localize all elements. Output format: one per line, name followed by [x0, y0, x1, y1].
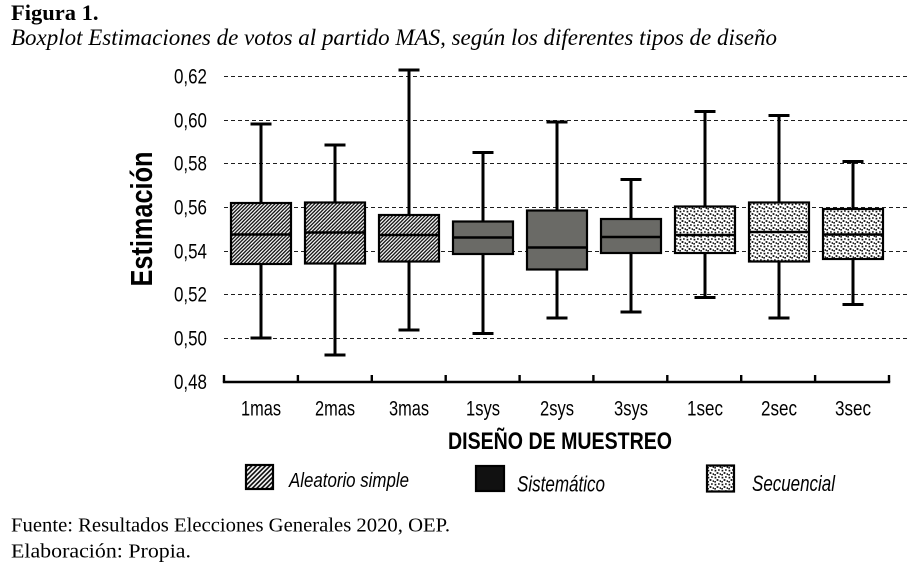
svg-text:0,50: 0,50	[174, 327, 207, 351]
svg-text:1sys: 1sys	[466, 397, 500, 421]
svg-text:Elaboración: Propia.: Elaboración: Propia.	[11, 541, 191, 563]
svg-text:Estimación: Estimación	[124, 152, 159, 287]
svg-text:0,62: 0,62	[174, 65, 207, 89]
svg-text:2sys: 2sys	[540, 397, 574, 421]
svg-text:Fuente: Resultados Elecciones: Fuente: Resultados Elecciones Generales …	[11, 515, 450, 537]
svg-text:2mas: 2mas	[315, 397, 355, 421]
svg-text:1sec: 1sec	[687, 397, 723, 421]
svg-text:Figura 1.: Figura 1.	[11, 0, 99, 25]
svg-text:0,60: 0,60	[174, 109, 207, 133]
svg-text:2sec: 2sec	[761, 397, 797, 421]
svg-text:3mas: 3mas	[389, 397, 429, 421]
svg-text:DISEÑO DE MUESTREO: DISEÑO DE MUESTREO	[448, 427, 672, 455]
svg-text:1mas: 1mas	[241, 397, 281, 421]
svg-text:0,54: 0,54	[174, 240, 207, 264]
svg-text:3sec: 3sec	[835, 397, 871, 421]
svg-text:3sys: 3sys	[614, 397, 648, 421]
svg-text:Secuencial: Secuencial	[752, 471, 836, 496]
svg-text:Sistemático: Sistemático	[517, 472, 605, 497]
svg-text:0,52: 0,52	[174, 283, 207, 307]
svg-text:0,58: 0,58	[174, 152, 207, 176]
svg-text:0,48: 0,48	[174, 370, 207, 394]
svg-text:Aleatorio simple: Aleatorio simple	[288, 470, 409, 492]
svg-text:0,56: 0,56	[174, 196, 207, 220]
svg-text:Boxplot Estimaciones de votos: Boxplot Estimaciones de votos al partido…	[11, 25, 777, 50]
